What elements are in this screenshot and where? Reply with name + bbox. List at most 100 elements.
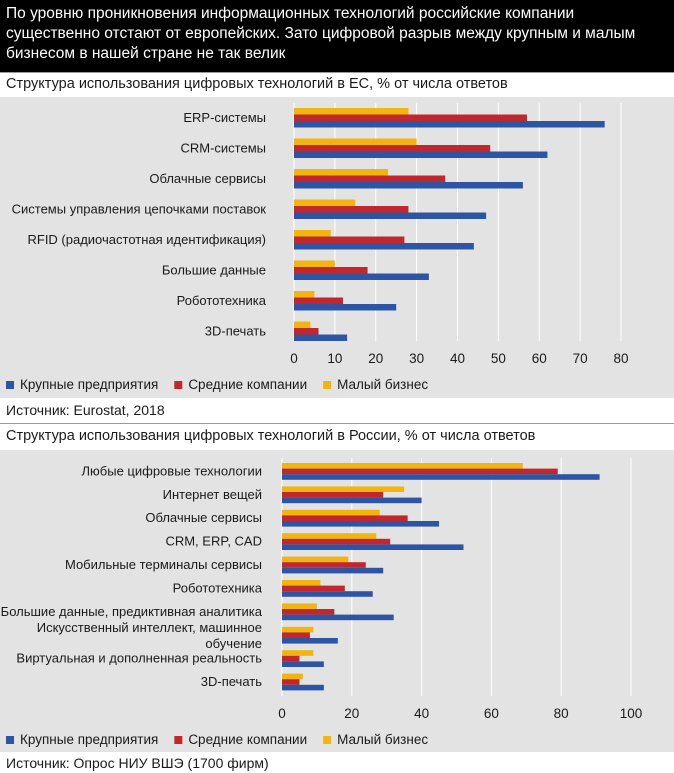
bar-крупные-предприятия-8 bbox=[282, 661, 324, 667]
category-label: Большие данные, предиктивная аналитика bbox=[1, 604, 263, 619]
bar-малый-бизнес-6 bbox=[282, 603, 317, 609]
eu-source: Источник: Eurostat, 2018 bbox=[6, 402, 165, 418]
bar-крупные-предприятия-4 bbox=[294, 243, 474, 250]
bar-малый-бизнес-5 bbox=[282, 580, 321, 586]
tick-label: 80 bbox=[554, 706, 569, 721]
bar-малый-бизнес-6 bbox=[294, 291, 315, 298]
bar-крупные-предприятия-7 bbox=[294, 334, 348, 341]
category-label: Робототехника bbox=[173, 580, 263, 595]
bar-средние-компании-9 bbox=[282, 679, 300, 685]
ru-chart-title: Структура использования цифровых техноло… bbox=[6, 428, 536, 444]
tick-label: 20 bbox=[368, 351, 383, 366]
bar-малый-бизнес-2 bbox=[294, 169, 389, 176]
tick-label: 100 bbox=[620, 706, 643, 721]
tick-label: 0 bbox=[290, 351, 298, 366]
tick-label: 60 bbox=[484, 706, 499, 721]
bar-малый-бизнес-2 bbox=[282, 509, 380, 516]
bar-средние-компании-2 bbox=[294, 175, 446, 182]
legend-label-крупные-предприятия: Крупные предприятия bbox=[20, 732, 158, 747]
bar-крупные-предприятия-7 bbox=[282, 638, 338, 644]
eu-chart: ERP-системы CRM-системы Облачные сервисы Си… bbox=[6, 103, 629, 392]
bar-средние-компании-5 bbox=[294, 267, 368, 274]
legend-swatch-крупные-предприятия bbox=[6, 736, 14, 744]
category-label: Системы управления цепочками поставок bbox=[12, 201, 267, 216]
bar-средние-компании-3 bbox=[282, 538, 391, 545]
tick-label: 60 bbox=[532, 351, 547, 366]
bar-крупные-предприятия-1 bbox=[294, 151, 548, 158]
bar-средние-компании-0 bbox=[282, 468, 558, 475]
divider-top bbox=[0, 72, 674, 73]
legend-label-средние-компании: Средние компании bbox=[188, 732, 307, 747]
bar-малый-бизнес-7 bbox=[282, 626, 314, 633]
bar-крупные-предприятия-6 bbox=[294, 304, 397, 311]
bar-крупные-предприятия-0 bbox=[282, 474, 600, 480]
bar-малый-бизнес-4 bbox=[282, 556, 349, 563]
tick-label: 10 bbox=[327, 351, 342, 366]
bar-крупные-предприятия-3 bbox=[282, 544, 464, 550]
category-label: Виртуальная и дополненная реальность bbox=[16, 651, 262, 666]
divider-middle bbox=[0, 423, 674, 424]
bar-малый-бизнес-8 bbox=[282, 650, 314, 656]
bar-крупные-предприятия-2 bbox=[294, 182, 523, 189]
tick-label: 30 bbox=[409, 351, 424, 366]
legend-label-средние-компании: Средние компании bbox=[188, 377, 307, 392]
bar-крупные-предприятия-6 bbox=[282, 614, 394, 621]
headline: По уровню проникновения информационных т… bbox=[0, 0, 674, 72]
bar-малый-бизнес-9 bbox=[282, 673, 303, 680]
ru-chart: Любые цифровые технологии Интернет вещей О… bbox=[1, 458, 643, 747]
bar-средние-компании-6 bbox=[294, 297, 344, 304]
category-label: Облачные сервисы bbox=[149, 171, 266, 186]
category-label: CRM-системы bbox=[180, 140, 266, 155]
bar-средние-компании-1 bbox=[294, 145, 491, 152]
eu-chart-panel: ERP-системы CRM-системы Облачные сервисы Си… bbox=[0, 97, 674, 398]
bar-крупные-предприятия-1 bbox=[282, 497, 422, 504]
bar-средние-компании-0 bbox=[294, 114, 527, 121]
bar-средние-компании-4 bbox=[294, 236, 405, 243]
bar-крупные-предприятия-4 bbox=[282, 567, 384, 574]
bar-малый-бизнес-0 bbox=[282, 463, 523, 469]
bar-средние-компании-7 bbox=[282, 632, 310, 638]
tick-label: 0 bbox=[278, 706, 286, 721]
category-label: RFID (радиочастотная идентификация) bbox=[27, 232, 266, 247]
category-label: 3D-печать bbox=[205, 323, 266, 338]
legend-swatch-средние-компании bbox=[174, 381, 183, 389]
category-label: 3D-печать bbox=[201, 674, 262, 689]
legend-label-малый-бизнес: Малый бизнес bbox=[337, 732, 428, 747]
category-label: ERP-системы bbox=[183, 110, 266, 125]
category-label: Большие данные bbox=[162, 262, 266, 277]
ru-chart-panel: Любые цифровые технологии Интернет вещей О… bbox=[0, 450, 674, 752]
tick-label: 20 bbox=[344, 706, 359, 721]
bar-средние-компании-2 bbox=[282, 515, 408, 521]
bar-крупные-предприятия-2 bbox=[282, 521, 440, 527]
bar-средние-компании-4 bbox=[282, 562, 366, 568]
legend-swatch-малый-бизнес bbox=[323, 736, 332, 744]
legend-label-малый-бизнес: Малый бизнес bbox=[337, 377, 428, 392]
legend-label-крупные-предприятия: Крупные предприятия bbox=[20, 377, 158, 392]
bar-средние-компании-7 bbox=[294, 328, 319, 335]
bar-крупные-предприятия-0 bbox=[294, 121, 605, 128]
bar-малый-бизнес-1 bbox=[282, 486, 405, 492]
category-label: Любые цифровые технологии bbox=[82, 463, 262, 478]
category-label: CRM, ERP, CAD bbox=[165, 534, 262, 549]
ru-source: Источник: Опрос НИУ ВШЭ (1700 фирм) bbox=[6, 755, 269, 771]
bar-малый-бизнес-1 bbox=[294, 138, 417, 145]
tick-label: 70 bbox=[573, 351, 588, 366]
category-label: Облачные сервисы bbox=[145, 510, 262, 525]
category-label: Робототехника bbox=[177, 293, 267, 308]
bar-средние-компании-6 bbox=[282, 609, 335, 615]
tick-label: 40 bbox=[414, 706, 429, 721]
category-label: Мобильные терминалы сервисы bbox=[65, 557, 262, 572]
bar-малый-бизнес-3 bbox=[294, 199, 356, 206]
tick-label: 80 bbox=[613, 351, 628, 366]
bar-малый-бизнес-0 bbox=[294, 108, 409, 115]
legend-swatch-малый-бизнес bbox=[323, 381, 332, 389]
bar-малый-бизнес-7 bbox=[294, 321, 311, 328]
bar-крупные-предприятия-3 bbox=[294, 212, 487, 219]
tick-label: 50 bbox=[491, 351, 506, 366]
bar-малый-бизнес-5 bbox=[294, 260, 335, 267]
bar-малый-бизнес-3 bbox=[282, 533, 377, 539]
category-label: Интернет вещей bbox=[163, 487, 262, 502]
bar-средние-компании-5 bbox=[282, 585, 345, 592]
bar-крупные-предприятия-5 bbox=[282, 591, 373, 597]
